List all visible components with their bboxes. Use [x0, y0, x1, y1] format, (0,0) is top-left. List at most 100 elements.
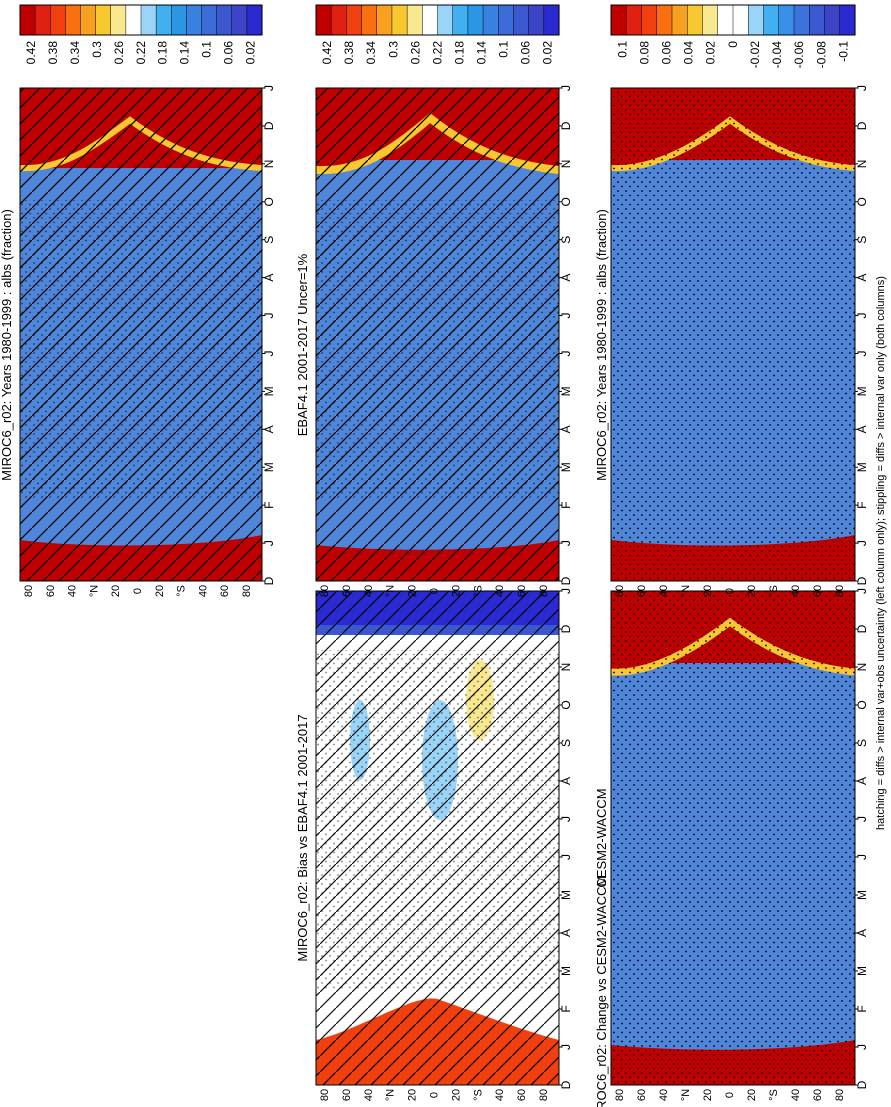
colorbar-swatch: [702, 4, 719, 36]
panel-title-4: MIROC6_r02: Bias vs EBAF4.1 2001-2017: [295, 714, 310, 961]
colorbar-swatch: [315, 4, 332, 36]
month-label: J: [559, 540, 573, 546]
panel-ebaf-field: [316, 88, 559, 581]
month-label: F: [855, 501, 869, 508]
colorbar-label: 0.02: [243, 41, 257, 65]
colorbar-swatch: [391, 4, 408, 36]
colorbar-label: 0.18: [156, 41, 170, 65]
lat-label: 80: [23, 585, 35, 597]
month-label: N: [855, 663, 869, 672]
panel-model-right: [610, 87, 856, 582]
lat-label: °N: [385, 585, 397, 597]
colorbar-label: 0: [726, 41, 740, 48]
month-label: M: [855, 966, 869, 976]
month-label: D: [855, 624, 869, 633]
month-label: A: [262, 274, 276, 282]
month-label: M: [262, 462, 276, 472]
panel-model-right-field: [611, 88, 855, 581]
colorbar-left-top: 0.42 0.38 0.34 0.3 0.26 0.22 0.18 0.14 0.1 0.06 0.…: [19, 4, 263, 65]
panel-bias-field: [316, 591, 559, 1085]
colorbar-right-top: 0.1 0.08 0.06 0.04 0.02 0 -0.02 -0.04 -0.06 -0.08…: [610, 4, 856, 69]
month-label: J: [855, 816, 869, 822]
colorbar-label: -0.08: [814, 41, 828, 69]
colorbar-swatch: [513, 4, 530, 36]
colorbar-label: 0.04: [682, 41, 696, 65]
month-label: S: [855, 236, 869, 244]
panel-model-left: [19, 87, 263, 582]
colorbar-frame: [19, 4, 263, 36]
colorbar-label: 0.14: [178, 41, 192, 65]
lat-label: 60: [812, 585, 824, 597]
lat-label: °N: [88, 585, 100, 597]
lat-label: 40: [494, 1089, 506, 1101]
lat-label: °S: [768, 585, 780, 597]
colorbar-swatch: [361, 4, 378, 36]
colorbar-swatch: [732, 4, 749, 36]
lat-label: 20: [110, 585, 122, 597]
colorbar-swatch: [34, 4, 51, 36]
colorbar-swatch: [763, 4, 780, 36]
colorbar-label: 0.42: [320, 41, 334, 65]
lat-label: 20: [407, 585, 419, 597]
colorbar-swatch: [687, 4, 704, 36]
month-label: A: [855, 425, 869, 433]
panel-title-0: MIROC6_r02: Years 1980-1999 : albs (frac…: [0, 209, 14, 481]
figure-footer: hatching = diffs > internal var+obs unce…: [875, 276, 887, 830]
month-label: O: [559, 700, 573, 709]
month-label: D: [559, 624, 573, 633]
month-label: D: [855, 121, 869, 130]
colorbar-label: 0.14: [474, 41, 488, 65]
colorbar-label: 0.02: [540, 41, 554, 65]
colorbar-swatch: [95, 4, 112, 36]
lat-label: 80: [614, 585, 626, 597]
month-label: N: [855, 160, 869, 169]
colorbar-label: 0.38: [46, 41, 60, 65]
colorbar-swatch: [528, 4, 545, 36]
colorbar-swatch: [641, 4, 658, 36]
colorbar-swatch: [171, 4, 187, 36]
lat-label: 20: [407, 1089, 419, 1101]
colorbar-swatch: [406, 4, 423, 36]
titles-layer: MIROC6_r02: Years 1980-1999 : albs (frac…: [0, 209, 609, 1107]
month-label: O: [855, 700, 869, 709]
colorbar-swatch: [50, 4, 66, 36]
month-label: F: [559, 501, 573, 508]
panel-title-2: EBAF4.1 2001-2017 Uncer=1%: [295, 253, 310, 436]
colorbar-swatch: [125, 4, 142, 36]
lat-label: 80: [319, 1089, 331, 1101]
month-label: A: [855, 929, 869, 937]
lat-label: 40: [658, 585, 670, 597]
lat-label: °S: [472, 1089, 484, 1101]
month-label: J: [855, 540, 869, 546]
lat-label: °N: [385, 1089, 397, 1101]
lat-label: 80: [614, 1089, 626, 1101]
colorbar-swatch: [656, 4, 673, 36]
colorbar-swatch: [80, 4, 97, 36]
lat-label: 0: [429, 1092, 441, 1098]
month-label: N: [559, 663, 573, 672]
colorbar-swatch: [671, 4, 688, 36]
colorbar-frame: [610, 4, 856, 36]
colorbar-swatch: [201, 4, 218, 36]
lat-label: 60: [516, 585, 528, 597]
lat-label: °N: [680, 1089, 692, 1101]
month-label: D: [559, 1080, 573, 1089]
colorbar-label: 0.06: [518, 41, 532, 65]
month-label: O: [855, 197, 869, 206]
month-label: D: [262, 121, 276, 130]
colorbar-label: 0.18: [452, 41, 466, 65]
lat-label: 0: [724, 1092, 736, 1098]
colorbar-swatch: [246, 4, 263, 36]
panel-title-5: MIROC6_r02: Change vs CESM2-WACCM: [594, 876, 609, 1107]
lat-label: 20: [450, 585, 462, 597]
month-label: D: [559, 576, 573, 585]
lat-label: 80: [834, 585, 846, 597]
month-label: M: [262, 386, 276, 396]
month-label: A: [559, 274, 573, 282]
month-label: A: [262, 425, 276, 433]
lat-label: 40: [363, 585, 375, 597]
lat-label: 20: [702, 1089, 714, 1101]
lat-label: 80: [241, 585, 253, 597]
colorbar-swatch: [839, 4, 856, 36]
